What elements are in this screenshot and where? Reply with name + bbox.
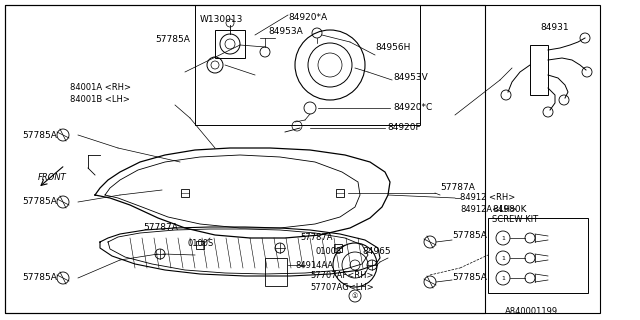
Text: 1: 1 [501, 276, 505, 281]
Text: 84912A<LH>: 84912A<LH> [460, 205, 517, 214]
Bar [530, 45, 548, 95]
Text: 57785A: 57785A [155, 36, 190, 44]
Bar [195, 5, 420, 125]
Text: 0100S: 0100S [188, 239, 214, 249]
Text: 57785A: 57785A [22, 197, 57, 206]
Text: 84001A <RH>: 84001A <RH> [70, 84, 131, 92]
Text: 84001B <LH>: 84001B <LH> [70, 95, 130, 105]
Text: 57787A: 57787A [300, 234, 333, 243]
Text: 57785A: 57785A [452, 230, 487, 239]
Text: 57785A: 57785A [452, 274, 487, 283]
Text: 57707AG<LH>: 57707AG<LH> [310, 283, 374, 292]
Bar [196, 241, 204, 249]
Text: 84914AA: 84914AA [295, 260, 333, 269]
Text: 57787A: 57787A [143, 223, 178, 233]
Text: 57785A: 57785A [22, 274, 57, 283]
Text: 1: 1 [501, 236, 505, 241]
Text: 1: 1 [501, 255, 505, 260]
Text: 84953A: 84953A [268, 28, 303, 36]
Text: 84920F: 84920F [387, 124, 420, 132]
Bar [215, 30, 245, 58]
Text: SCREW KIT: SCREW KIT [492, 215, 538, 225]
Text: 57787A: 57787A [440, 183, 475, 193]
Text: 84956H: 84956H [375, 44, 410, 52]
Text: 84965: 84965 [362, 247, 390, 257]
Text: 84912 <RH>: 84912 <RH> [460, 194, 515, 203]
Text: A840001199: A840001199 [505, 308, 558, 316]
Text: 57785A: 57785A [22, 131, 57, 140]
Text: 84980K: 84980K [492, 205, 527, 214]
Text: 84931: 84931 [540, 23, 568, 33]
Text: W130013: W130013 [200, 15, 243, 25]
Text: ①: ① [352, 293, 358, 299]
Bar [5, 5, 485, 313]
Text: 0100S: 0100S [316, 247, 342, 257]
Bar [265, 258, 287, 286]
Bar [336, 189, 344, 197]
Text: 84953V: 84953V [393, 74, 428, 83]
Text: 57707AF<RH>: 57707AF<RH> [310, 270, 374, 279]
Text: 84920*A: 84920*A [288, 13, 327, 22]
Bar [181, 189, 189, 197]
Text: FRONT: FRONT [38, 173, 67, 182]
Text: 84920*C: 84920*C [393, 103, 432, 113]
Bar [334, 244, 342, 252]
Bar [488, 218, 588, 293]
